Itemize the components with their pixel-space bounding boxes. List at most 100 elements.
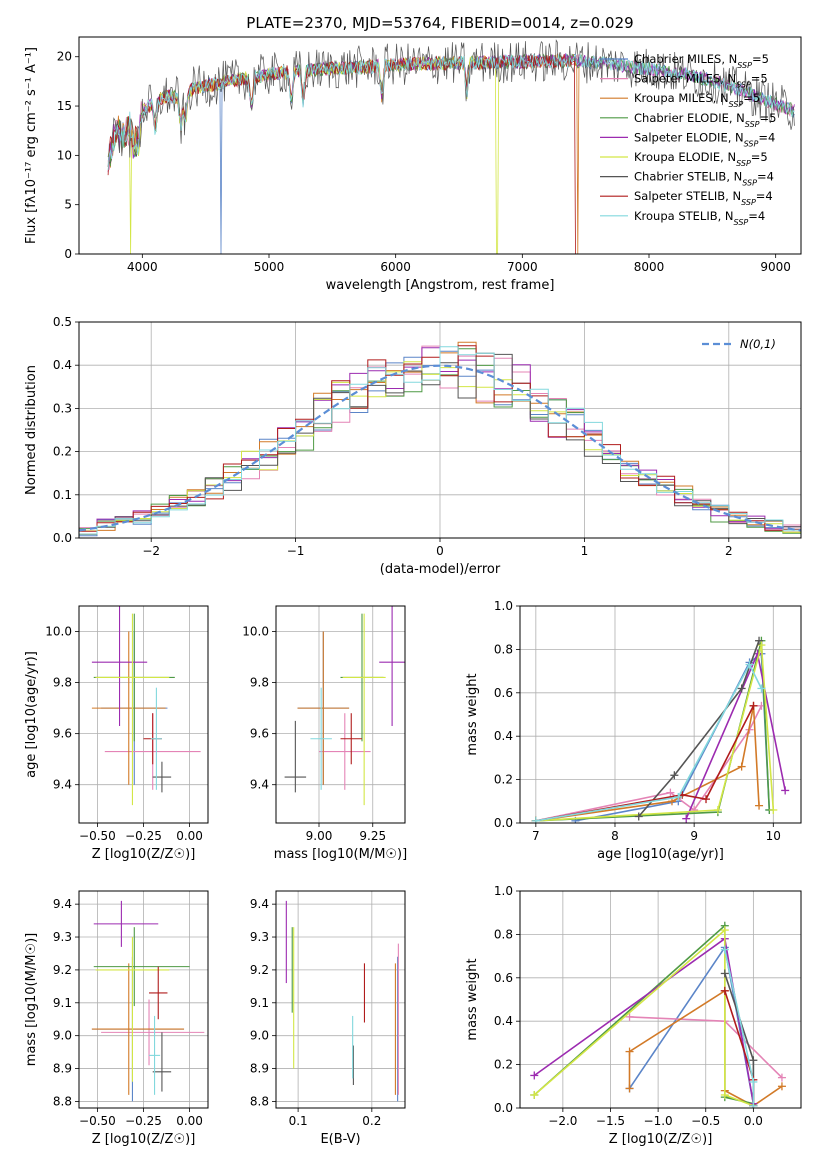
x-axis-label: mass [log10(M/M☉)] xyxy=(274,847,407,862)
weight-marker xyxy=(625,1084,634,1093)
y-tick-label: 9.4 xyxy=(53,778,72,792)
x-tick-label: 8 xyxy=(611,829,619,843)
axes-frame xyxy=(275,605,406,824)
spectrum-line xyxy=(107,53,580,254)
weight-marker xyxy=(755,636,764,645)
plot-area xyxy=(91,900,205,1102)
x-tick-label: 5000 xyxy=(254,260,285,274)
y-tick-label: 0.0 xyxy=(53,531,72,545)
y-tick-label: 10 xyxy=(57,148,72,162)
errorbar-point xyxy=(379,606,405,726)
legend-label: N(0,1) xyxy=(740,337,776,351)
y-tick-label: 10.0 xyxy=(242,625,269,639)
spectrum-line xyxy=(107,53,795,170)
weight-marker xyxy=(720,926,729,935)
y-tick-label: 0.6 xyxy=(494,686,513,700)
plot-area xyxy=(531,636,790,823)
x-tick-label: −0.25 xyxy=(125,829,162,843)
grid xyxy=(276,891,405,1108)
y-tick-label: 0.5 xyxy=(53,315,72,329)
x-tick-label: 9000 xyxy=(760,260,791,274)
errorbar-point xyxy=(342,613,386,806)
y-axis-label: mass weight xyxy=(465,958,480,1040)
x-axis-label: Z [log10(Z/Z☉)] xyxy=(92,1132,196,1147)
weight-marker xyxy=(674,792,683,801)
y-tick-label: 0.2 xyxy=(494,773,513,787)
weight-marker xyxy=(530,1071,539,1080)
panel-weight_vs_age: 7 8 9 10 0.0 0.2 0.4 0.6 0.8 1.0 age [log10(age/yr… xyxy=(465,599,802,862)
y-tick-label: 9.2 xyxy=(53,963,72,977)
errorbar-point xyxy=(91,963,185,1095)
x-tick-label: −2.0 xyxy=(548,1114,577,1128)
errorbar-point xyxy=(297,631,350,785)
weight-line xyxy=(535,662,763,822)
x-tick-label: 0.00 xyxy=(176,1114,203,1128)
panel-age_vs_Z: −0.50 −0.25 0.00 9.4 9.6 9.8 10.0 Z [log10(Z/Z☉… xyxy=(24,605,209,862)
legend: N(0,1) xyxy=(702,337,776,351)
plot-area xyxy=(284,606,405,806)
weight-marker xyxy=(682,814,691,823)
y-tick-label: 0.8 xyxy=(494,642,513,656)
errorbar-point xyxy=(319,713,371,790)
weight-marker xyxy=(670,771,679,780)
y-tick-label: 10.0 xyxy=(45,625,72,639)
y-tick-label: 9.3 xyxy=(250,930,269,944)
weight-marker xyxy=(666,788,675,797)
y-tick-label: 0.4 xyxy=(53,358,72,372)
weight-marker xyxy=(737,762,746,771)
legend-label: Salpeter STELIB, NSSP=4 xyxy=(634,189,773,207)
weight-line xyxy=(575,652,771,822)
x-tick-label: 0.00 xyxy=(176,829,203,843)
y-tick-label: 9.4 xyxy=(250,897,269,911)
x-tick-label: 0 xyxy=(436,544,444,558)
y-tick-label: 8.9 xyxy=(250,1062,269,1076)
errorbar-point xyxy=(101,999,205,1066)
weight-marker xyxy=(713,805,722,814)
x-axis-label: wavelength [Angstrom, rest frame] xyxy=(326,278,555,293)
y-tick-label: 0 xyxy=(64,247,72,261)
axes-frame xyxy=(519,605,802,824)
errorbar-point xyxy=(95,613,170,806)
weight-marker xyxy=(531,816,540,823)
weight-marker xyxy=(769,805,778,814)
legend-label: Chabrier ELODIE, NSSP=5 xyxy=(634,111,776,129)
y-tick-label: 0.4 xyxy=(494,1014,513,1028)
errorbar-point xyxy=(91,631,166,785)
errorbar-point xyxy=(152,761,172,793)
y-tick-label: 9.8 xyxy=(250,676,269,690)
figure-title: PLATE=2370, MJD=53764, FIBERID=0014, z=0… xyxy=(246,14,633,32)
legend-label: Chabrier STELIB, NSSP=4 xyxy=(634,170,774,188)
x-tick-label: 1 xyxy=(581,544,589,558)
y-tick-label: 8.9 xyxy=(53,1062,72,1076)
y-tick-label: 0.4 xyxy=(494,729,513,743)
y-tick-label: 9.6 xyxy=(250,727,269,741)
x-tick-label: 9 xyxy=(690,829,698,843)
weight-line xyxy=(533,928,754,1107)
x-tick-label: 8000 xyxy=(634,260,665,274)
x-tick-label: 9.00 xyxy=(306,829,333,843)
y-tick-label: 5 xyxy=(64,198,72,212)
weight-marker xyxy=(745,660,754,669)
y-tick-label: 0.6 xyxy=(494,971,513,985)
plot-area xyxy=(91,606,201,806)
normal-curve xyxy=(79,364,801,532)
y-tick-label: 9.0 xyxy=(250,1029,269,1043)
panel-age_vs_mass: 9.00 9.25 9.4 9.6 9.8 10.0 mass [log10(M/M☉)] xyxy=(242,605,407,862)
plot-area xyxy=(79,341,801,537)
x-axis-label: age [log10(age/yr)] xyxy=(597,847,724,862)
plot-area xyxy=(285,900,399,1102)
weight-marker xyxy=(749,1077,758,1086)
y-tick-label: 9.8 xyxy=(53,676,72,690)
x-tick-label: −1.5 xyxy=(596,1114,625,1128)
x-tick-label: −0.25 xyxy=(125,1114,162,1128)
legend-label: Chabrier MILES, NSSP=5 xyxy=(634,52,769,70)
x-tick-label: −0.50 xyxy=(79,1114,116,1128)
errorbar-point xyxy=(310,687,332,790)
weight-marker xyxy=(634,812,643,821)
y-tick-label: 9.1 xyxy=(53,996,72,1010)
errorbar-point xyxy=(149,1015,161,1095)
y-tick-label: 0.2 xyxy=(494,1058,513,1072)
legend-label: Salpeter ELODIE, NSSP=4 xyxy=(634,130,775,148)
y-tick-label: 0.3 xyxy=(53,401,72,415)
weight-marker xyxy=(625,1012,634,1021)
